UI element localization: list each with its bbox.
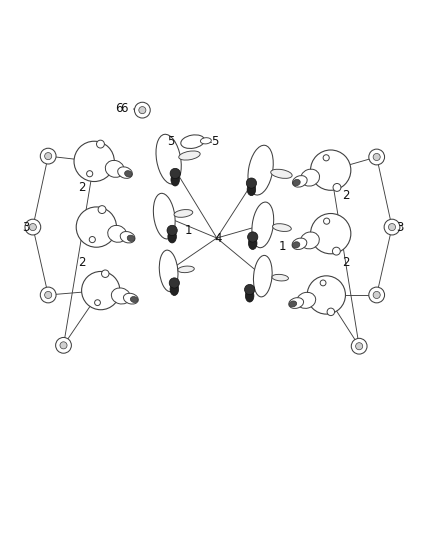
Ellipse shape [248, 146, 273, 195]
Circle shape [324, 218, 330, 224]
Text: 1: 1 [184, 224, 192, 237]
Ellipse shape [181, 135, 205, 149]
Ellipse shape [245, 289, 254, 302]
Ellipse shape [254, 255, 272, 297]
Circle shape [89, 237, 95, 243]
Text: 6: 6 [115, 102, 123, 115]
Ellipse shape [252, 202, 274, 248]
Text: 5: 5 [211, 135, 218, 148]
Circle shape [311, 150, 351, 190]
Circle shape [311, 214, 351, 254]
Text: 4: 4 [214, 232, 222, 245]
Circle shape [369, 287, 385, 303]
Circle shape [247, 232, 258, 242]
Ellipse shape [127, 235, 134, 241]
Circle shape [327, 308, 335, 316]
Circle shape [25, 219, 41, 235]
Circle shape [389, 223, 396, 231]
Circle shape [244, 285, 255, 295]
Circle shape [369, 149, 385, 165]
Circle shape [384, 219, 400, 235]
Text: 5: 5 [167, 135, 174, 148]
Ellipse shape [159, 250, 178, 292]
Circle shape [170, 168, 180, 179]
Circle shape [356, 343, 363, 350]
Ellipse shape [131, 296, 138, 303]
Circle shape [332, 247, 340, 255]
Text: 1: 1 [279, 240, 286, 253]
Ellipse shape [108, 225, 127, 243]
Circle shape [45, 152, 52, 160]
Ellipse shape [153, 193, 175, 239]
Ellipse shape [292, 238, 307, 249]
Ellipse shape [201, 138, 211, 144]
Ellipse shape [171, 173, 180, 186]
Ellipse shape [120, 231, 135, 243]
Circle shape [60, 342, 67, 349]
Ellipse shape [168, 230, 177, 243]
Ellipse shape [300, 232, 319, 249]
Circle shape [323, 155, 329, 161]
Ellipse shape [248, 237, 257, 249]
Circle shape [76, 207, 117, 247]
Text: 2: 2 [78, 181, 85, 194]
Circle shape [169, 278, 180, 288]
Circle shape [307, 276, 346, 314]
Ellipse shape [178, 266, 194, 273]
Circle shape [81, 271, 120, 310]
Circle shape [246, 178, 257, 188]
Circle shape [40, 148, 56, 164]
Circle shape [139, 107, 146, 114]
Ellipse shape [156, 134, 181, 184]
Circle shape [56, 337, 71, 353]
Ellipse shape [293, 175, 307, 187]
Ellipse shape [174, 209, 193, 217]
Circle shape [373, 292, 380, 298]
Text: 6: 6 [120, 102, 127, 115]
Ellipse shape [179, 151, 200, 160]
Circle shape [95, 300, 100, 305]
Text: 2: 2 [78, 256, 85, 270]
Circle shape [87, 171, 93, 177]
Circle shape [134, 102, 150, 118]
Ellipse shape [111, 288, 130, 304]
Ellipse shape [125, 171, 132, 177]
Text: 3: 3 [396, 221, 403, 233]
Text: 2: 2 [342, 256, 350, 270]
Text: 3: 3 [22, 221, 29, 233]
Circle shape [167, 225, 177, 236]
Ellipse shape [293, 180, 300, 185]
Circle shape [40, 287, 56, 303]
Ellipse shape [271, 169, 292, 179]
Circle shape [320, 280, 326, 286]
Circle shape [333, 183, 341, 191]
Ellipse shape [289, 301, 297, 307]
Circle shape [96, 140, 104, 148]
Ellipse shape [293, 242, 300, 248]
Ellipse shape [247, 183, 256, 196]
Circle shape [351, 338, 367, 354]
Text: 2: 2 [342, 189, 350, 202]
Ellipse shape [272, 274, 289, 281]
Ellipse shape [118, 167, 132, 179]
Circle shape [373, 154, 380, 160]
Ellipse shape [124, 293, 138, 304]
Ellipse shape [297, 292, 316, 309]
Ellipse shape [300, 169, 320, 186]
Circle shape [102, 270, 109, 278]
Ellipse shape [272, 224, 291, 231]
Ellipse shape [105, 160, 124, 177]
Ellipse shape [289, 297, 304, 309]
Circle shape [98, 206, 106, 214]
Ellipse shape [170, 283, 179, 295]
Circle shape [29, 223, 36, 231]
Circle shape [45, 292, 52, 298]
Circle shape [74, 141, 114, 182]
